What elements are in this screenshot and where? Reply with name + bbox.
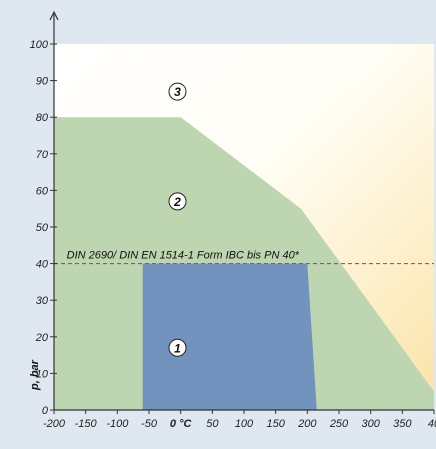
- reference-lines: DIN 2690/ DIN EN 1514-1 Form IBC bis PN …: [54, 250, 434, 265]
- y-tick-label: 0: [42, 405, 49, 417]
- reference-line-label: DIN 2690/ DIN EN 1514-1 Form IBC bis PN …: [67, 250, 300, 262]
- y-axis-ticks: 0 10 20 30 40 50 60 70 80 90 100: [30, 39, 57, 417]
- region-label-3: 3: [168, 82, 187, 101]
- y-tick-label: 90: [36, 76, 49, 88]
- circle-badge-icon: [168, 338, 187, 357]
- x-tick-label: 100: [235, 418, 254, 430]
- x-tick-label: 40: [428, 418, 436, 430]
- region-labels: 3 2 1: [168, 82, 187, 357]
- x-tick-label: 300: [361, 418, 380, 430]
- region-label-1: 1: [168, 338, 187, 357]
- x-tick-label: 250: [329, 418, 349, 430]
- x-tick-label: 50: [206, 418, 219, 430]
- y-axis-arrow-icon: [49, 10, 59, 21]
- x-tick-label: -50: [141, 418, 158, 430]
- x-tick-label: -150: [75, 418, 98, 430]
- y-tick-label: 20: [35, 332, 49, 344]
- y-tick-label: 60: [36, 185, 49, 197]
- x-tick-label: 150: [266, 418, 285, 430]
- y-tick-label: 30: [36, 295, 49, 307]
- y-tick-label: 80: [36, 112, 49, 124]
- x-tick-label: 0 °C: [170, 418, 193, 430]
- x-tick-label: 350: [393, 418, 412, 430]
- region-number: 3: [174, 85, 181, 99]
- circle-badge-icon: [168, 82, 187, 101]
- x-axis-ticks: -200 -150 -100 -50 0 °C 50 100 150 200 250 300 350 4…: [43, 410, 436, 430]
- x-tick-label: -100: [106, 418, 129, 430]
- circle-badge-icon: [168, 192, 187, 211]
- plot-regions: [54, 44, 434, 410]
- region-number: 1: [174, 341, 181, 355]
- x-tick-label: 200: [297, 418, 317, 430]
- x-tick-label: -200: [43, 418, 66, 430]
- region-label-2: 2: [168, 192, 187, 211]
- region-1-area: [142, 263, 317, 410]
- region-number: 2: [173, 195, 181, 209]
- y-tick-label: 40: [36, 259, 49, 271]
- y-tick-label: 50: [36, 222, 49, 234]
- y-tick-label: 10: [36, 368, 49, 380]
- y-axis-title: p, bar: [29, 359, 41, 391]
- y-tick-label: 100: [30, 39, 49, 51]
- y-tick-label: 70: [36, 149, 49, 161]
